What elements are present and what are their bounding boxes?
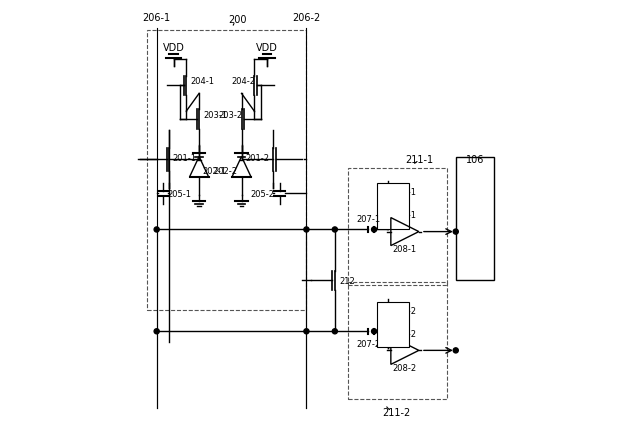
Text: 204-2: 204-2 <box>231 77 255 86</box>
Text: 203-1: 203-1 <box>204 111 227 120</box>
Circle shape <box>453 230 458 235</box>
Circle shape <box>154 329 159 334</box>
Text: 206-1: 206-1 <box>143 13 171 23</box>
Circle shape <box>154 227 159 233</box>
FancyBboxPatch shape <box>377 302 409 348</box>
Text: 209-1: 209-1 <box>392 210 416 220</box>
Text: 106: 106 <box>466 155 484 165</box>
FancyBboxPatch shape <box>456 158 494 281</box>
Text: 206-2: 206-2 <box>292 13 321 23</box>
Text: 211-2: 211-2 <box>382 407 410 417</box>
Circle shape <box>372 329 376 334</box>
Text: 207-1: 207-1 <box>356 215 381 224</box>
Text: 205-1: 205-1 <box>167 190 191 199</box>
Text: 211-1: 211-1 <box>406 155 434 165</box>
Text: 212: 212 <box>339 276 355 285</box>
Text: 203-2: 203-2 <box>218 111 243 120</box>
Text: 209-2: 209-2 <box>392 329 416 338</box>
Text: 208-2: 208-2 <box>393 363 417 372</box>
Text: 201-2: 201-2 <box>245 153 269 162</box>
Circle shape <box>372 227 376 233</box>
Circle shape <box>304 227 309 233</box>
Text: 208-1: 208-1 <box>393 245 417 253</box>
Text: 210-2: 210-2 <box>392 306 416 315</box>
Text: 202-1: 202-1 <box>202 166 227 175</box>
Text: 200: 200 <box>228 15 246 26</box>
Circle shape <box>304 329 309 334</box>
Text: VDD: VDD <box>163 43 184 53</box>
FancyBboxPatch shape <box>377 183 409 229</box>
Circle shape <box>332 227 337 233</box>
Text: 210-1: 210-1 <box>392 187 416 196</box>
Text: VDD: VDD <box>256 43 278 53</box>
Text: 205-2: 205-2 <box>250 190 274 199</box>
Text: 207-2: 207-2 <box>356 339 381 348</box>
Circle shape <box>332 329 337 334</box>
Text: 202-2: 202-2 <box>213 166 237 175</box>
Circle shape <box>453 348 458 353</box>
Text: 204-1: 204-1 <box>191 77 214 86</box>
Text: 201-1: 201-1 <box>173 153 196 162</box>
